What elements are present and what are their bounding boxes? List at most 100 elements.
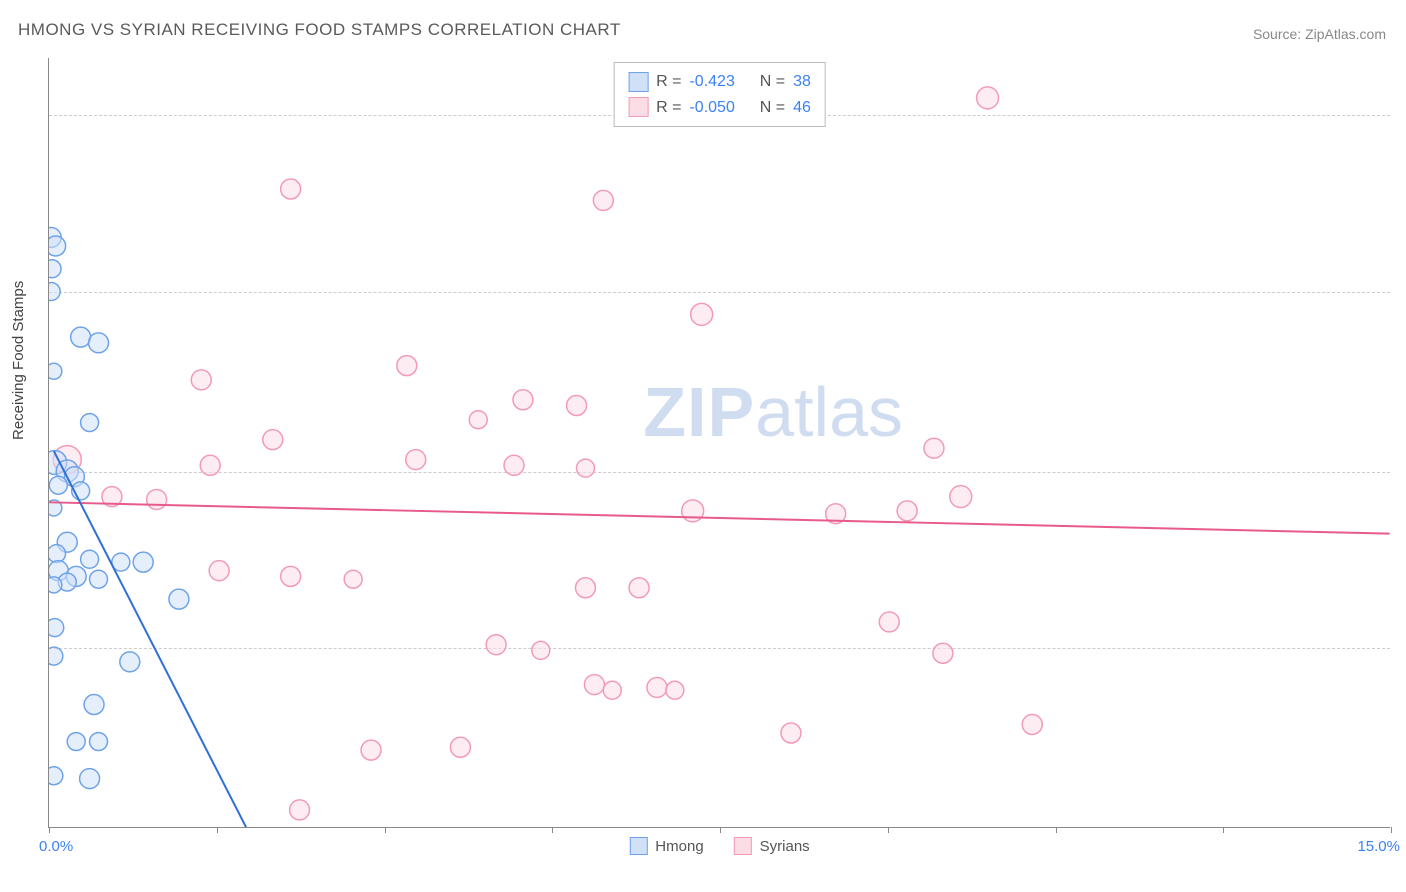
data-point (49, 577, 62, 593)
data-point (469, 411, 487, 429)
data-point (49, 476, 67, 494)
data-point (49, 647, 63, 665)
data-point (169, 589, 189, 609)
x-axis-min-label: 0.0% (39, 838, 73, 855)
stat-value: 46 (793, 95, 811, 121)
stat-label: N = (760, 69, 785, 95)
data-point (603, 681, 621, 699)
stat-label: R = (656, 95, 681, 121)
x-tick (720, 827, 721, 833)
data-point (344, 570, 362, 588)
swatch-hmong-icon (628, 72, 648, 92)
data-point (49, 363, 62, 379)
data-point (281, 566, 301, 586)
data-point (781, 723, 801, 743)
y-tick-label: 12.5% (1395, 463, 1406, 480)
data-point (200, 455, 220, 475)
data-point (567, 395, 587, 415)
data-point (1022, 714, 1042, 734)
x-tick (888, 827, 889, 833)
data-point (647, 677, 667, 697)
data-point (120, 652, 140, 672)
data-point (575, 578, 595, 598)
x-tick (1223, 827, 1224, 833)
data-point (532, 641, 550, 659)
data-point (281, 179, 301, 199)
data-point (933, 643, 953, 663)
data-point (89, 333, 109, 353)
data-point (49, 260, 61, 278)
legend-bottom: Hmong Syrians (629, 837, 809, 855)
legend-label: Syrians (760, 838, 810, 855)
y-tick-label: 18.8% (1395, 283, 1406, 300)
data-point (879, 612, 899, 632)
data-point (361, 740, 381, 760)
stat-label: R = (656, 69, 681, 95)
stat-value: -0.423 (689, 69, 734, 95)
x-tick (1391, 827, 1392, 833)
data-point (133, 552, 153, 572)
stats-legend-box: R = -0.423 N = 38 R = -0.050 N = 46 (613, 62, 826, 127)
y-axis-label: Receiving Food Stamps (10, 281, 27, 440)
y-tick-label: 6.3% (1395, 640, 1406, 657)
legend-item-hmong: Hmong (629, 837, 703, 855)
data-point (263, 430, 283, 450)
data-point (593, 190, 613, 210)
data-point (209, 561, 229, 581)
data-point (584, 675, 604, 695)
data-point (80, 769, 100, 789)
data-point (486, 635, 506, 655)
data-point (924, 438, 944, 458)
stat-value: 38 (793, 69, 811, 95)
data-point (191, 370, 211, 390)
chart-area: R = -0.423 N = 38 R = -0.050 N = 46 ZIPa… (48, 58, 1390, 828)
data-point (691, 303, 713, 325)
chart-title: HMONG VS SYRIAN RECEIVING FOOD STAMPS CO… (18, 20, 621, 40)
data-point (49, 619, 64, 637)
stats-row-syrians: R = -0.050 N = 46 (628, 95, 811, 121)
data-point (49, 283, 60, 301)
data-point (49, 767, 63, 785)
data-point (90, 570, 108, 588)
data-point (629, 578, 649, 598)
data-point (666, 681, 684, 699)
x-tick (1056, 827, 1057, 833)
data-point (897, 501, 917, 521)
data-point (49, 545, 66, 563)
data-point (406, 450, 426, 470)
data-point (950, 486, 972, 508)
x-tick (385, 827, 386, 833)
scatter-plot (49, 58, 1390, 827)
data-point (67, 733, 85, 751)
stats-row-hmong: R = -0.423 N = 38 (628, 69, 811, 95)
data-point (90, 733, 108, 751)
x-axis-max-label: 15.0% (1357, 838, 1400, 855)
legend-item-syrians: Syrians (734, 837, 810, 855)
stat-value: -0.050 (689, 95, 734, 121)
trend-line (49, 502, 1389, 533)
swatch-syrians-icon (628, 97, 648, 117)
stat-label: N = (760, 95, 785, 121)
data-point (450, 737, 470, 757)
data-point (397, 356, 417, 376)
legend-label: Hmong (655, 838, 703, 855)
y-tick-label: 25.0% (1395, 107, 1406, 124)
data-point (81, 414, 99, 432)
data-point (504, 455, 524, 475)
x-tick (552, 827, 553, 833)
data-point (576, 459, 594, 477)
swatch-syrians-icon (734, 837, 752, 855)
data-point (290, 800, 310, 820)
data-point (81, 550, 99, 568)
data-point (49, 236, 66, 256)
x-tick (217, 827, 218, 833)
data-point (71, 327, 91, 347)
data-point (977, 87, 999, 109)
x-tick (49, 827, 50, 833)
data-point (513, 390, 533, 410)
data-point (682, 500, 704, 522)
data-point (84, 695, 104, 715)
source-label: Source: ZipAtlas.com (1253, 26, 1386, 42)
swatch-hmong-icon (629, 837, 647, 855)
data-point (147, 489, 167, 509)
